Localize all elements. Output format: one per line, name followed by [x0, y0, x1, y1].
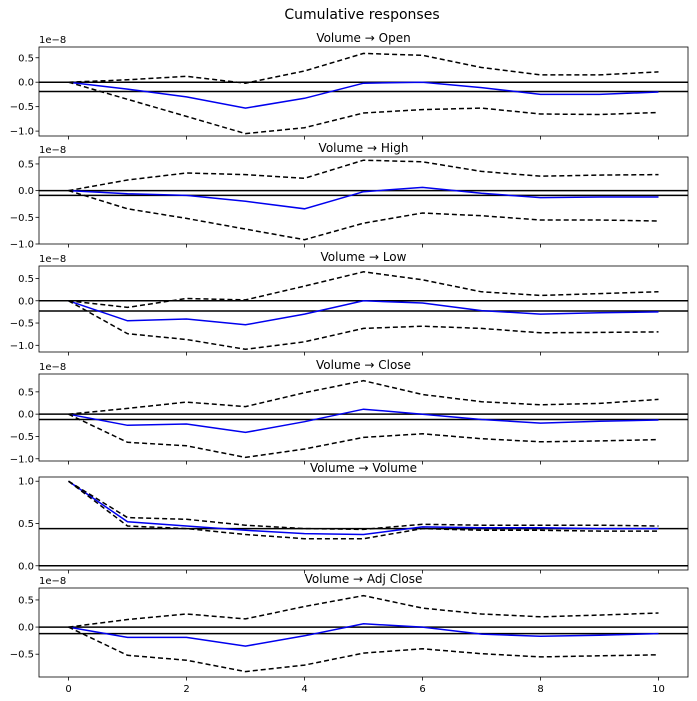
confidence-band-upper	[68, 271, 659, 309]
y-tick-label: −0.5	[10, 102, 34, 113]
axes-frame	[38, 373, 689, 462]
y-tick-label: −0.5	[10, 650, 34, 661]
y-tick-label: −1.0	[10, 240, 34, 251]
panel-3: Volume → Close 1e−8 0.5 0.0 −0.5 −1.0	[10, 358, 689, 465]
confidence-band-upper	[68, 52, 659, 84]
offset-label: 1e−8	[39, 145, 66, 156]
y-tick-label: 0.0	[18, 296, 34, 307]
irf-line	[68, 300, 659, 326]
y-tick-label: 0.5	[18, 519, 34, 530]
confidence-band-lower	[68, 480, 659, 540]
offset-label: 1e−8	[39, 362, 66, 373]
confidence-band-lower	[68, 189, 659, 241]
y-tick-label: 0.0	[18, 623, 34, 634]
y-tick-label: 0.5	[18, 274, 34, 285]
panel-title: Volume → Volume	[310, 461, 417, 475]
confidence-band-upper	[68, 480, 659, 531]
y-tick-label: −1.0	[10, 127, 34, 138]
confidence-band-lower	[68, 300, 659, 351]
offset-label: 1e−8	[39, 576, 66, 587]
y-tick-label: 0.0	[18, 561, 34, 572]
panel-2: Volume → Low 1e−8 0.5 0.0 −0.5 −1.0	[10, 250, 689, 356]
y-tick-label: 1.0	[18, 477, 34, 488]
y-tick-label: 0.5	[18, 159, 34, 170]
x-tick-label: 10	[652, 684, 665, 695]
panel-1: Volume → High 1e−8 0.5 0.0 −0.5 −1.0	[10, 141, 689, 251]
irf-line	[68, 408, 659, 434]
panel-title: Volume → Low	[321, 250, 407, 264]
confidence-band-upper	[68, 159, 659, 192]
confidence-band-upper	[68, 379, 659, 415]
y-tick-label: −1.0	[10, 454, 34, 465]
y-tick-label: 0.0	[18, 78, 34, 89]
y-tick-label: 0.5	[18, 595, 34, 606]
irf-line	[68, 186, 659, 210]
panel-0: Volume → Open 1e−8 0.5 0.0 −0.5 −1.0	[10, 31, 689, 140]
figure-title: Cumulative responses	[284, 7, 439, 23]
panel-title: Volume → Adj Close	[305, 572, 423, 586]
confidence-band-lower	[68, 81, 659, 135]
y-tick-label: 0.5	[18, 387, 34, 398]
y-tick-label: −0.5	[10, 319, 34, 330]
x-tick-label: 8	[537, 684, 543, 695]
y-tick-label: 0.0	[18, 410, 34, 421]
offset-label: 1e−8	[39, 254, 66, 265]
x-tick-label: 6	[419, 684, 425, 695]
panel-4: Volume → Volume 1.0 0.5 0.0	[18, 461, 689, 574]
irf-line	[68, 623, 659, 647]
panel-title: Volume → Open	[316, 31, 410, 45]
irf-line	[68, 480, 659, 536]
panel-5: Volume → Adj Close 1e−8 0.5 0.0 −0.5 0 2 4 6 8 10	[10, 572, 689, 695]
panel-title: Volume → High	[319, 141, 409, 155]
axes-frame	[38, 156, 689, 245]
y-tick-label: −1.0	[10, 341, 34, 352]
y-tick-label: −0.5	[10, 432, 34, 443]
y-tick-label: −0.5	[10, 213, 34, 224]
confidence-band-upper	[68, 594, 659, 628]
axes-frame	[38, 587, 689, 678]
confidence-band-lower	[68, 626, 659, 673]
confidence-band-lower	[68, 413, 659, 459]
axes-frame	[38, 265, 689, 353]
panel-title: Volume → Close	[316, 358, 411, 372]
y-tick-label: 0.5	[18, 53, 34, 64]
y-tick-label: 0.0	[18, 186, 34, 197]
offset-label: 1e−8	[39, 35, 66, 46]
x-tick-label: 4	[301, 684, 307, 695]
axes-frame	[38, 476, 689, 571]
x-tick-label: 2	[183, 684, 189, 695]
irf-line	[68, 81, 659, 109]
x-tick-label: 0	[65, 684, 71, 695]
